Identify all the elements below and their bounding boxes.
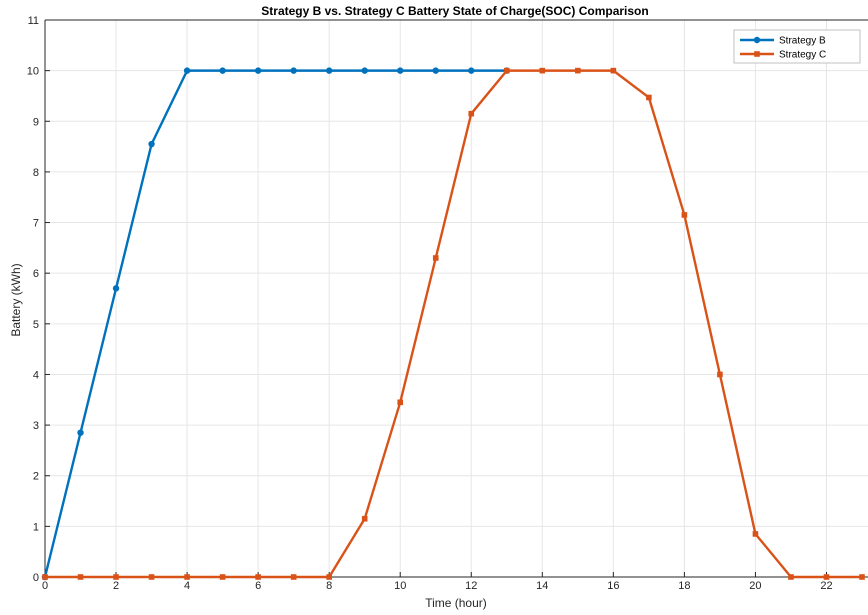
y-tick-label: 7: [33, 218, 39, 230]
data-point: [77, 429, 84, 436]
x-axis-label: Time (hour): [425, 596, 487, 610]
legend-marker: [754, 51, 760, 57]
x-tick-label: 0: [42, 580, 48, 592]
data-point: [397, 67, 404, 74]
y-tick-label: 9: [33, 116, 39, 128]
x-tick-label: 4: [184, 580, 190, 592]
legend: Strategy B Strategy C: [733, 29, 861, 64]
x-tick-label: 14: [536, 580, 548, 592]
data-point: [681, 212, 688, 218]
y-tick-label: 6: [33, 268, 39, 280]
x-tick-label: 10: [394, 580, 406, 592]
y-tick-label: 11: [28, 15, 39, 27]
data-point: [42, 574, 48, 580]
legend-label: Strategy B: [779, 36, 826, 47]
data-point: [788, 574, 794, 580]
data-point: [432, 67, 439, 74]
data-point: [254, 67, 262, 74]
y-tick-label: 8: [33, 167, 39, 179]
data-point: [290, 574, 297, 580]
chart-title: Strategy B vs. Strategy C Battery State …: [261, 4, 648, 18]
data-point: [77, 574, 84, 580]
data-point: [219, 574, 226, 580]
series-layer: [41, 67, 865, 581]
x-tick-label: 16: [607, 580, 619, 592]
data-point: [290, 67, 297, 74]
series-line: [45, 69, 862, 579]
y-tick-label: 3: [33, 420, 39, 432]
y-tick-label: 0: [33, 572, 39, 584]
x-tick-label: 18: [678, 580, 690, 592]
data-point: [752, 531, 759, 537]
y-tick-label: 2: [33, 471, 39, 483]
x-tick-label: 22: [820, 580, 832, 592]
data-point: [148, 140, 155, 148]
y-axis-label: Battery (kWh): [9, 263, 23, 336]
legend-box: [733, 29, 861, 64]
x-tick-label: 6: [255, 580, 261, 592]
legend-marker: [753, 36, 761, 44]
x-tick-label: 20: [749, 580, 761, 592]
data-point: [361, 67, 368, 74]
data-point: [397, 399, 404, 406]
y-tick-label: 5: [33, 319, 39, 331]
data-point: [183, 67, 191, 74]
data-point: [610, 67, 617, 74]
legend-label: Strategy C: [779, 50, 826, 61]
data-point: [219, 67, 226, 74]
data-point: [184, 574, 190, 580]
data-point: [148, 574, 155, 580]
data-point: [468, 67, 475, 74]
series-strategy-c: [42, 67, 865, 580]
x-tick-label: 12: [465, 580, 477, 592]
y-tick-label: 10: [27, 66, 39, 78]
plot-area: [45, 20, 862, 577]
data-point: [539, 67, 546, 74]
x-tick-label: 8: [326, 580, 332, 592]
data-point: [361, 515, 368, 522]
grid: [45, 19, 868, 577]
data-point: [503, 67, 510, 74]
data-point: [859, 574, 865, 580]
data-point: [432, 255, 439, 261]
data-point: [326, 574, 332, 580]
data-point: [717, 371, 723, 378]
data-point: [113, 574, 119, 580]
data-point: [823, 574, 830, 580]
data-point: [575, 67, 581, 74]
series-line: [43, 69, 507, 578]
y-tick-label: 4: [33, 369, 39, 381]
x-tick-label: 2: [113, 580, 119, 592]
data-point: [325, 67, 333, 74]
data-point: [468, 110, 475, 117]
data-point: [112, 285, 120, 292]
data-point: [646, 94, 652, 101]
y-tick-label: 1: [33, 521, 39, 533]
data-point: [255, 574, 261, 580]
